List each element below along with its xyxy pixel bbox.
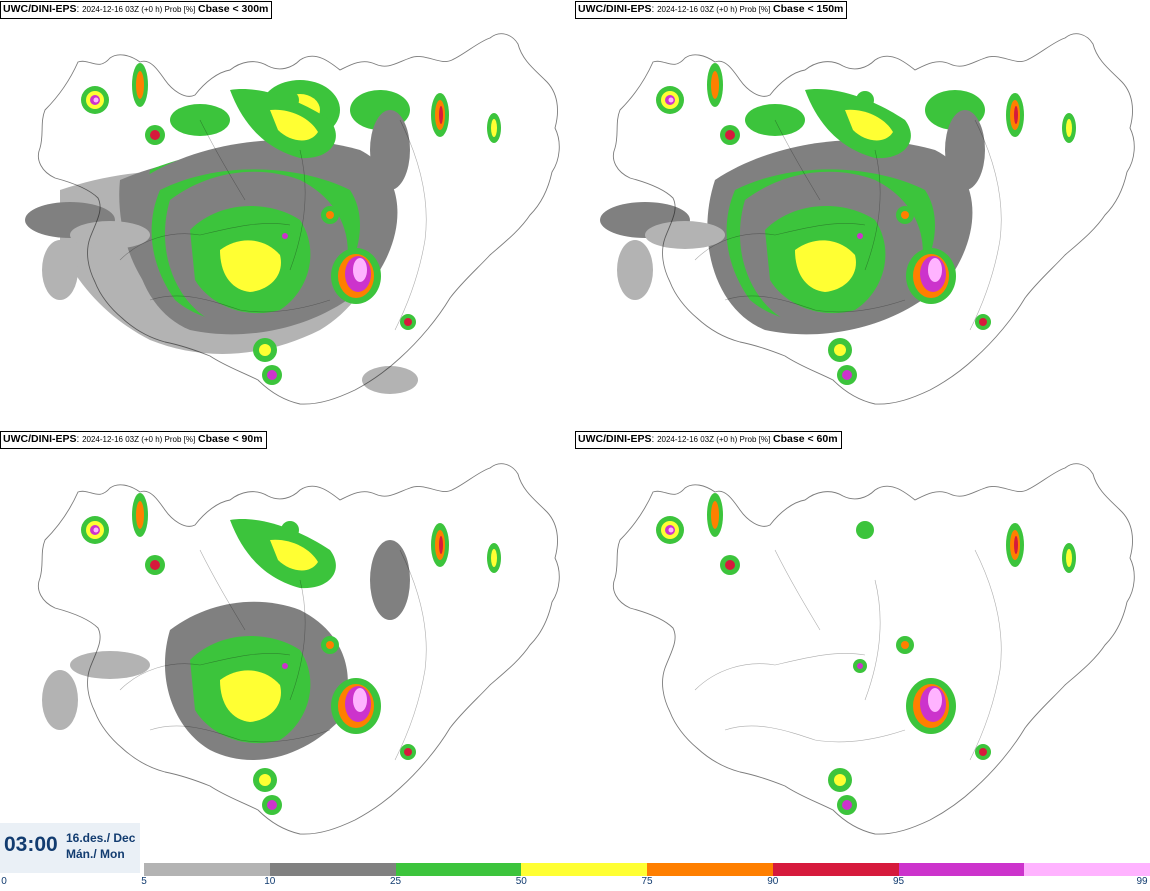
run-info: 2024-12-16 03Z (+0 h) Prob [%] xyxy=(657,435,771,444)
colorbar-segment xyxy=(521,863,647,876)
colorbar-segment xyxy=(144,863,270,876)
model-name: UWC/DINI-EPS xyxy=(3,433,77,445)
colorbar-segment xyxy=(898,863,1025,876)
valid-date: 16.des./ Dec xyxy=(66,831,136,845)
map-panel-cbase-300: UWC/DINI-EPS: 2024-12-16 03Z (+0 h) Prob… xyxy=(0,0,575,430)
colorbar-segment xyxy=(395,863,522,876)
run-info: 2024-12-16 03Z (+0 h) Prob [%] xyxy=(82,435,196,444)
valid-time: 03:00 xyxy=(4,833,58,856)
threshold-label: Cbase < 60m xyxy=(773,433,838,445)
valid-time-box: 03:00 16.des./ Dec Mán./ Mon xyxy=(0,823,140,873)
iceland-map xyxy=(37,463,560,835)
colorbar-segment xyxy=(1024,863,1150,876)
iceland-map xyxy=(612,463,1135,835)
colorbar-tick-label: 99 xyxy=(1136,876,1148,887)
colorbar-tick-label: 0 xyxy=(1,876,7,887)
colorbar-tick-label: 5 xyxy=(141,876,147,887)
colorbar-tick-label: 95 xyxy=(892,876,905,887)
threshold-label: Cbase < 90m xyxy=(198,433,263,445)
threshold-label: Cbase < 300m xyxy=(198,3,269,15)
threshold-label: Cbase < 150m xyxy=(773,3,844,15)
colorbar-segment xyxy=(647,863,773,876)
model-name: UWC/DINI-EPS xyxy=(578,3,652,15)
panel-title: UWC/DINI-EPS: 2024-12-16 03Z (+0 h) Prob… xyxy=(575,1,848,19)
panel-title: UWC/DINI-EPS: 2024-12-16 03Z (+0 h) Prob… xyxy=(575,431,842,449)
colorbar-segment xyxy=(772,863,899,876)
run-info: 2024-12-16 03Z (+0 h) Prob [%] xyxy=(82,5,196,14)
map-panel-cbase-90: UWC/DINI-EPS: 2024-12-16 03Z (+0 h) Prob… xyxy=(0,430,575,860)
colorbar-tick-label: 75 xyxy=(641,876,653,887)
probability-colorbar xyxy=(144,863,1150,876)
valid-weekday: Mán./ Mon xyxy=(66,847,125,861)
model-name: UWC/DINI-EPS xyxy=(3,3,77,15)
colorbar-tick-label: 90 xyxy=(767,876,779,887)
colorbar-tick-label: 25 xyxy=(389,876,402,887)
model-name: UWC/DINI-EPS xyxy=(578,433,652,445)
colorbar-segment xyxy=(269,863,396,876)
map-panel-cbase-150: UWC/DINI-EPS: 2024-12-16 03Z (+0 h) Prob… xyxy=(575,0,1150,430)
colorbar-tick-label: 50 xyxy=(515,876,527,887)
map-panel-cbase-60: UWC/DINI-EPS: 2024-12-16 03Z (+0 h) Prob… xyxy=(575,430,1150,860)
run-info: 2024-12-16 03Z (+0 h) Prob [%] xyxy=(657,5,771,14)
iceland-map xyxy=(600,33,1135,405)
panel-title: UWC/DINI-EPS: 2024-12-16 03Z (+0 h) Prob… xyxy=(0,431,267,449)
colorbar-tick-label: 10 xyxy=(264,876,276,887)
panel-title: UWC/DINI-EPS: 2024-12-16 03Z (+0 h) Prob… xyxy=(0,1,273,19)
iceland-map xyxy=(25,33,560,405)
